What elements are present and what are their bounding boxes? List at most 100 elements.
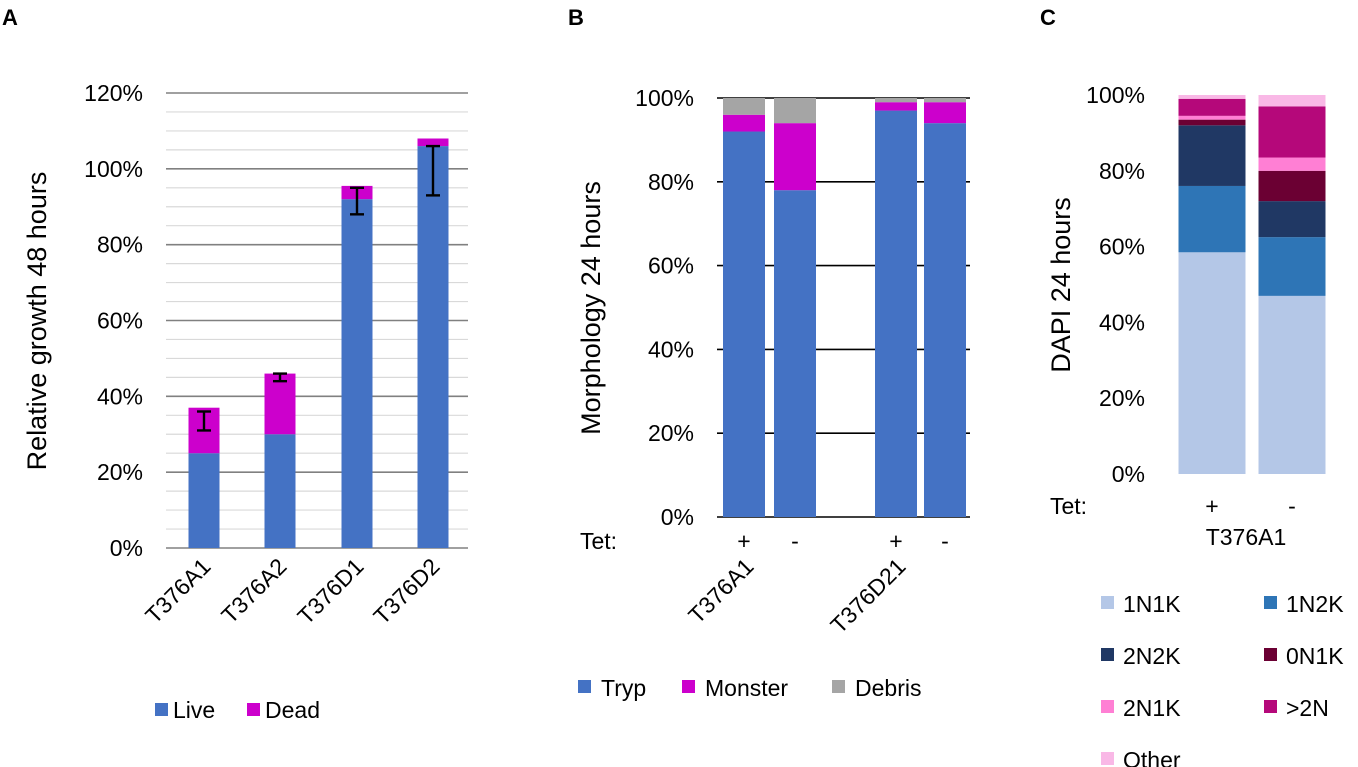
panel-c-tet-label: Tet: [1050, 493, 1087, 519]
panel-c-bar-other [1178, 95, 1246, 99]
panel-c-bar-0n1k [1178, 119, 1246, 126]
panel-a-legend-label-live: Live [173, 697, 215, 723]
panel-c-legend-label-1n1k: 1N1K [1123, 591, 1181, 617]
panel-a-legend-swatch-dead [247, 703, 260, 716]
panel-b-group-label: T376A1 [683, 553, 758, 628]
panel-a-chart: 0%20%40%60%80%100%120% T376A1 T376A2 T376D… [22, 80, 468, 723]
panel-a-bar-dead [264, 373, 296, 435]
panel-a-x-labels: T376A1 T376A2 T376D1 T376D2 [140, 553, 444, 629]
panel-a-letter: A [2, 5, 18, 30]
panel-b-bar-monster [723, 114, 765, 132]
panel-a-bars [188, 138, 449, 549]
panel-b-legend-swatch-debris [832, 680, 845, 693]
panel-c-y-tick-label: 40% [1099, 309, 1145, 335]
panel-c-y-ticks: 0% 20% 40% 60% 80% 100% [1086, 82, 1145, 487]
panel-b-tet-label: Tet: [580, 528, 617, 554]
panel-c-legend-swatch-2n2k [1101, 648, 1114, 661]
panel-c-bar-1n1k [1178, 252, 1246, 474]
panel-c-bar-2n [1178, 98, 1246, 116]
panel-c-y-tick-label: 60% [1099, 234, 1145, 260]
panel-c-tet-signs: + - [1205, 493, 1296, 519]
panel-b-bar-tryp [774, 190, 816, 517]
panel-c-bars [1178, 95, 1326, 474]
panel-c-legend-label-2n1k: 2N1K [1123, 695, 1181, 721]
panel-b-tet-signs: + - + - [737, 528, 949, 554]
panel-c-bar-2n1k [1258, 157, 1326, 171]
panel-c-chart: 0% 20% 40% 60% 80% 100% Tet: + - T376A1 DAPI 2… [1046, 82, 1344, 767]
panel-c-legend-swatch-2n [1264, 700, 1277, 713]
panel-a-x-tick-label: T376D1 [292, 553, 368, 629]
panel-b-tet-sign: + [889, 528, 902, 554]
panel-c-bar-2n2k [1258, 201, 1326, 238]
panel-b-chart: 0% 20% 40% 60% 80% 100% Tet: + - + - T376A1 T376D… [576, 85, 970, 701]
panel-a-x-tick-label: T376A1 [140, 553, 215, 628]
panel-c-legend-label-0n1k: 0N1K [1286, 643, 1344, 669]
panel-c-tet-sign: - [1288, 493, 1296, 519]
panel-c-legend-swatch-other [1101, 752, 1114, 765]
panel-b-bar-monster [774, 123, 816, 191]
panel-c-y-tick-label: 100% [1086, 82, 1145, 108]
panel-b-group-label: T376D21 [825, 553, 910, 638]
panel-b-tet-sign: - [941, 528, 949, 554]
panel-b-y-ticks: 0% 20% 40% 60% 80% 100% [635, 85, 694, 530]
panel-a-bar-live [188, 453, 220, 548]
panel-b-bars [723, 98, 966, 517]
panel-a-x-tick-label: T376D2 [368, 553, 444, 629]
panel-a-y-tick-label: 0% [110, 535, 143, 561]
panel-a-y-tick-label: 120% [84, 80, 143, 106]
panel-c-legend-swatch-0n1k [1264, 648, 1277, 661]
panel-c-legend-label-2n2k: 2N2K [1123, 643, 1181, 669]
panel-b-bar-tryp [875, 110, 917, 517]
panel-c-bar-2n [1258, 106, 1326, 158]
panel-b-y-tick-label: 0% [661, 504, 694, 530]
panel-a-bar-dead [417, 138, 449, 147]
panel-c-letter: C [1040, 5, 1056, 30]
panel-a-x-tick-label: T376A2 [216, 553, 291, 628]
panel-b-y-axis-title: Morphology 24 hours [576, 181, 606, 435]
panel-c-y-axis-title: DAPI 24 hours [1046, 197, 1076, 373]
panel-a-y-tick-label: 80% [97, 232, 143, 258]
panel-a-y-axis-title: Relative growth 48 hours [22, 172, 52, 471]
panel-a-legend: Live Dead [155, 697, 320, 723]
panel-b-bar-tryp [924, 123, 966, 517]
panel-c-bar-1n1k [1258, 295, 1326, 474]
panel-b-bar-debris [875, 98, 917, 103]
panel-c-legend-label-2n: >2N [1286, 695, 1329, 721]
panel-c-bar-1n2k [1258, 237, 1326, 296]
panel-c-y-tick-label: 0% [1112, 461, 1145, 487]
panel-a-bar-live [264, 434, 296, 548]
panel-c-y-tick-label: 20% [1099, 385, 1145, 411]
panel-b-y-tick-label: 40% [648, 336, 694, 362]
panel-b-tet-sign: + [737, 528, 750, 554]
panel-b-group-labels: T376A1 T376D21 [683, 553, 910, 638]
panel-c-bar-1n2k [1178, 185, 1246, 253]
panel-c-legend-label-other: Other [1123, 747, 1181, 767]
panel-a-y-ticks: 0% 20% 40% 60% 80% 100% 120% [84, 80, 143, 561]
panel-c-y-tick-label: 80% [1099, 158, 1145, 184]
panel-b-y-tick-label: 80% [648, 169, 694, 195]
panel-b-legend-swatch-monster [682, 680, 695, 693]
panel-a-y-tick-label: 20% [97, 459, 143, 485]
panel-b-bar-debris [774, 98, 816, 124]
panel-b-letter: B [568, 5, 584, 30]
panel-c-legend-swatch-1n2k [1264, 596, 1277, 609]
panel-c-legend-label-1n2k: 1N2K [1286, 591, 1344, 617]
panel-a-legend-label-dead: Dead [265, 697, 320, 723]
panel-b-legend-label-monster: Monster [705, 675, 788, 701]
panel-c-legend-swatch-2n1k [1101, 700, 1114, 713]
panel-a-y-tick-label: 100% [84, 156, 143, 182]
panel-a-bar-live [341, 199, 373, 548]
panel-b-legend-swatch-tryp [578, 680, 591, 693]
panel-c-bar-0n1k [1258, 170, 1326, 202]
panel-c-legend-swatch-1n1k [1101, 596, 1114, 609]
panel-b-y-tick-label: 100% [635, 85, 694, 111]
panel-b-y-tick-label: 20% [648, 420, 694, 446]
panel-b-bar-debris [723, 98, 765, 115]
panel-a-legend-swatch-live [155, 703, 168, 716]
panel-b-legend-label-tryp: Tryp [601, 675, 646, 701]
panel-c-bar-2n1k [1178, 115, 1246, 120]
panel-a-y-tick-label: 40% [97, 383, 143, 409]
panel-c-bar-other [1258, 95, 1326, 107]
panel-c-group-label: T376A1 [1206, 524, 1287, 550]
